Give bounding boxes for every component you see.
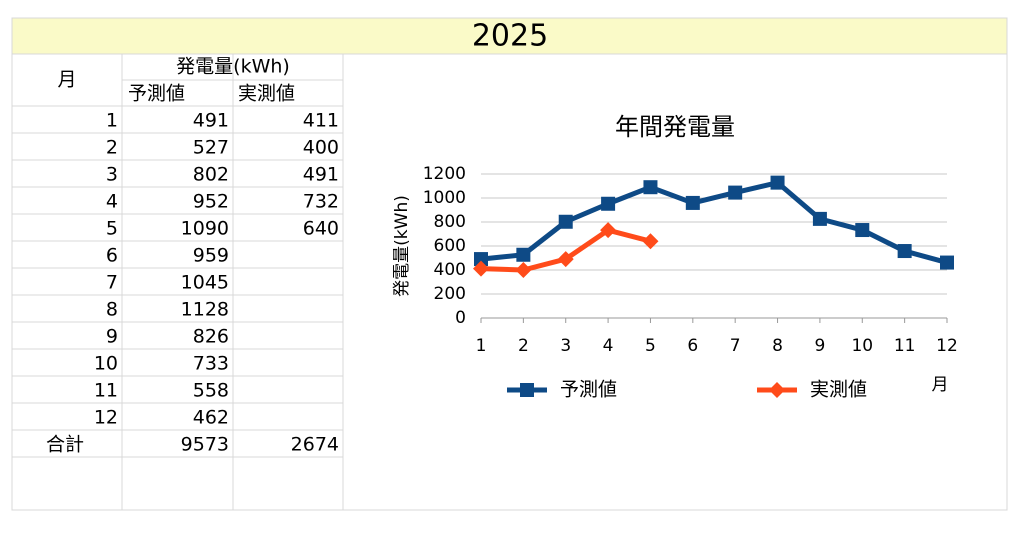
x-tick-label: 7 xyxy=(730,336,741,356)
x-tick-label: 6 xyxy=(687,336,698,356)
header-cell: 実測値 xyxy=(238,83,295,105)
y-tick-label: 800 xyxy=(434,212,466,232)
data-point xyxy=(812,211,827,226)
table-cell: 826 xyxy=(193,326,229,348)
data-point xyxy=(474,252,488,267)
y-axis-label: 発電量(kWh) xyxy=(392,195,412,297)
table-cell: 3 xyxy=(106,164,118,186)
x-axis-label: 月 xyxy=(932,375,949,395)
data-point xyxy=(897,244,912,259)
x-tick-label: 3 xyxy=(560,336,571,356)
data-point xyxy=(515,262,532,278)
table-cell: 959 xyxy=(193,245,229,267)
data-point xyxy=(642,233,659,250)
x-tick-label: 12 xyxy=(936,336,958,356)
x-tick-label: 11 xyxy=(894,336,916,356)
series-line xyxy=(480,180,948,265)
table-cell: 411 xyxy=(303,110,339,132)
legend-label: 実測値 xyxy=(810,379,867,401)
data-point xyxy=(516,247,531,262)
table-cell: 802 xyxy=(193,164,229,186)
data-point xyxy=(473,260,489,277)
header-cell: 月 xyxy=(57,69,76,91)
table-cell: 7 xyxy=(106,272,118,294)
x-tick-label: 10 xyxy=(851,336,873,356)
table-cell: 合計 xyxy=(46,434,84,456)
x-tick-label: 8 xyxy=(772,336,783,356)
table-cell: 952 xyxy=(193,191,229,213)
table-cell: 640 xyxy=(303,218,339,240)
sheet-border xyxy=(11,53,1008,511)
y-tick-label: 0 xyxy=(455,308,466,328)
table-cell: 491 xyxy=(193,110,229,132)
x-tick-label: 1 xyxy=(476,336,487,356)
y-tick-label: 1000 xyxy=(423,188,466,208)
data-point xyxy=(643,180,658,195)
data-point xyxy=(685,195,700,210)
table-cell: 5 xyxy=(106,218,118,240)
table-cell: 11 xyxy=(94,380,118,402)
y-tick-label: 400 xyxy=(434,260,466,280)
data-point xyxy=(728,185,743,200)
table-cell: 1045 xyxy=(181,272,229,294)
data-point xyxy=(600,222,617,239)
header-cell: 発電量(kWh) xyxy=(176,56,290,78)
legend-marker xyxy=(520,383,534,397)
table-cell: 1128 xyxy=(181,299,229,321)
table-cell: 6 xyxy=(106,245,118,267)
table-cell: 10 xyxy=(94,353,118,375)
table-cell: 12 xyxy=(94,407,118,429)
x-tick-label: 9 xyxy=(814,336,825,356)
table-cell: 732 xyxy=(303,191,339,213)
y-tick-label: 1200 xyxy=(423,164,466,184)
chart-title: 年間発電量 xyxy=(615,113,735,141)
title-bar xyxy=(11,17,1008,55)
table-cell: 462 xyxy=(193,407,229,429)
data-point xyxy=(558,214,573,229)
legend-label: 予測値 xyxy=(560,379,617,401)
table-cell: 400 xyxy=(303,137,339,159)
table-cell: 491 xyxy=(303,164,339,186)
data-point xyxy=(557,251,574,268)
header-cell: 予測値 xyxy=(128,83,185,105)
x-tick-label: 2 xyxy=(518,336,529,356)
y-tick-label: 200 xyxy=(434,284,466,304)
sheet-title: 2025 xyxy=(472,19,548,54)
table-cell: 9573 xyxy=(181,434,229,456)
x-tick-label: 5 xyxy=(645,336,656,356)
data-point xyxy=(940,255,954,270)
data-point xyxy=(601,196,616,211)
table-cell: 4 xyxy=(106,191,118,213)
table-cell: 8 xyxy=(106,299,118,321)
y-tick-label: 600 xyxy=(434,236,466,256)
x-tick-label: 4 xyxy=(603,336,614,356)
table-cell: 2 xyxy=(106,137,118,159)
data-point xyxy=(770,175,785,190)
table-cell: 1 xyxy=(106,110,118,132)
legend-marker xyxy=(769,382,785,398)
table-cell: 527 xyxy=(193,137,229,159)
table-cell: 9 xyxy=(106,326,118,348)
data-point xyxy=(855,223,870,238)
table-cell: 558 xyxy=(193,380,229,402)
table-cell: 733 xyxy=(193,353,229,375)
table-cell: 2674 xyxy=(291,434,339,456)
table-cell: 1090 xyxy=(181,218,229,240)
